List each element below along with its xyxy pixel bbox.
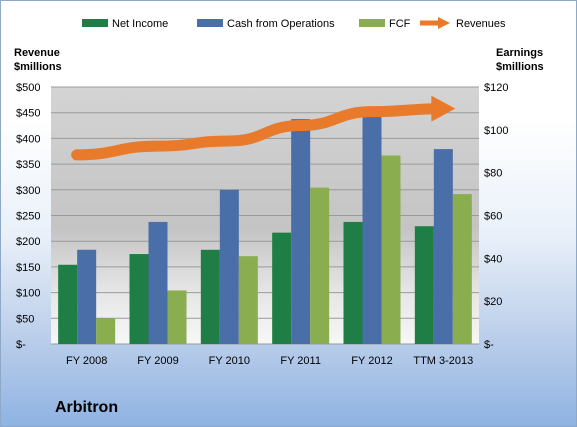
company-name: Arbitron	[55, 399, 119, 416]
bar	[272, 232, 292, 344]
bar	[200, 249, 220, 344]
left-tick-label: $300	[16, 185, 40, 197]
legend: Net Income Cash from Operations FCF Revenue…	[82, 17, 506, 30]
legend-label: Net Income	[112, 18, 168, 30]
bar	[148, 221, 168, 344]
bar	[291, 119, 311, 344]
left-tick-label: $350	[16, 159, 40, 171]
bar	[452, 194, 472, 344]
left-axis-ticks: $- $50 $100 $150 $200 $250 $300 $350 $400 $450 $50…	[16, 82, 40, 351]
bar	[310, 187, 330, 344]
right-axis-title: $millions	[496, 61, 544, 73]
x-tick-label: TTM 3-2013	[413, 355, 473, 367]
x-tick-label: FY 2010	[209, 355, 250, 367]
x-tick-label: FY 2009	[137, 355, 178, 367]
bar	[219, 189, 239, 344]
legend-label: FCF	[389, 18, 411, 30]
right-tick-label: $80	[484, 168, 502, 180]
legend-label: Cash from Operations	[227, 18, 335, 30]
right-tick-label: $40	[484, 253, 502, 265]
x-tick-label: FY 2012	[351, 355, 392, 367]
revenues-line	[71, 103, 449, 161]
right-axis-title: Earnings	[496, 47, 543, 59]
x-tick-label: FY 2011	[280, 355, 321, 367]
bar	[343, 221, 363, 344]
legend-swatch	[82, 19, 108, 27]
bar	[129, 254, 149, 344]
revenue-line-group	[71, 95, 456, 161]
right-tick-label: $60	[484, 211, 502, 223]
right-tick-label: $120	[484, 82, 508, 94]
legend-swatch	[197, 19, 223, 27]
left-tick-label: $500	[16, 82, 40, 94]
left-axis-title: $millions	[14, 61, 62, 73]
legend-arrowhead	[438, 17, 450, 29]
bar	[414, 226, 434, 344]
bar	[77, 249, 97, 344]
left-tick-label: $50	[16, 313, 34, 325]
bars-group	[58, 108, 472, 345]
left-tick-label: $200	[16, 236, 40, 248]
legend-label: Revenues	[456, 18, 506, 30]
x-tick-label: FY 2008	[66, 355, 107, 367]
bar	[381, 155, 401, 344]
bar	[238, 256, 258, 344]
axis-titles: Revenue $millions Earnings $millions	[14, 47, 544, 73]
right-tick-label: $-	[484, 339, 494, 351]
left-tick-label: $400	[16, 133, 40, 145]
right-tick-label: $100	[484, 125, 508, 137]
legend-swatch	[359, 19, 385, 27]
left-tick-label: $-	[16, 339, 26, 351]
left-tick-label: $250	[16, 211, 40, 223]
left-axis-title: Revenue	[14, 47, 60, 59]
right-axis-ticks: $- $20 $40 $60 $80 $100 $120	[484, 82, 508, 351]
left-tick-label: $150	[16, 262, 40, 274]
bar	[433, 149, 453, 344]
bar	[167, 290, 187, 344]
right-tick-label: $20	[484, 296, 502, 308]
left-tick-label: $450	[16, 108, 40, 120]
revenues-arrowhead	[431, 95, 456, 122]
x-axis-ticks: FY 2008 FY 2009 FY 2010 FY 2011 FY 2012 TTM 3…	[66, 355, 473, 367]
bar	[362, 108, 382, 345]
bar	[96, 318, 116, 344]
bar	[58, 264, 78, 344]
left-tick-label: $100	[16, 288, 40, 300]
